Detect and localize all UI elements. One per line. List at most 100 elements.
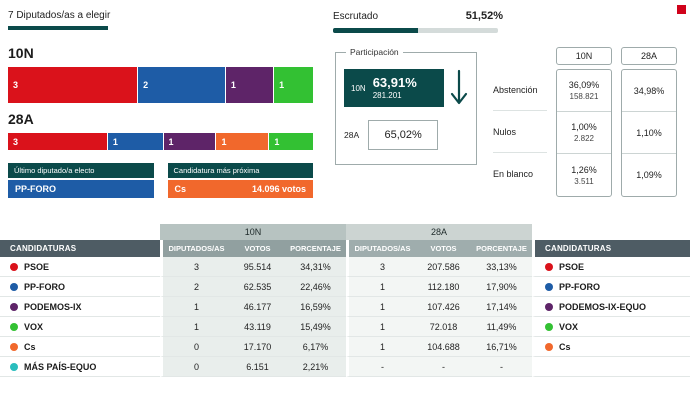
- party-name-left: PODEMOS-IX: [0, 297, 160, 317]
- cell-diputados-28a: 3: [346, 257, 416, 277]
- results-table: 10N 28A CANDIDATURAS DIPUTADOS/AS VOTOS …: [0, 224, 690, 377]
- participation-10n-count: 281.201: [372, 91, 402, 101]
- summary-labels: Abstención Nulos En blanco: [493, 69, 547, 197]
- cell-votos-10n: 95.514: [230, 257, 285, 277]
- column-header-votos-10n: VOTOS: [230, 240, 285, 257]
- main-area: 10N 3 2 1 1 28A 3 1 1 1 1 Último diputad…: [0, 37, 690, 198]
- enblanco-10n-count: 3.511: [574, 176, 594, 186]
- participation-10n-percent: 63,91%: [372, 75, 417, 90]
- cell-porcentaje-28a: 16,71%: [471, 337, 532, 357]
- scrutinized-progress-fill: [333, 28, 418, 33]
- bar-segment-vox: 1: [268, 133, 313, 150]
- party-name-right: PP-FORO: [532, 277, 690, 297]
- segment-seats: 3: [13, 136, 19, 147]
- cell-porcentaje-28a: 33,13%: [471, 257, 532, 277]
- participation-section: Participación 10N 63,91% 281.201 28A: [335, 47, 477, 198]
- summary-values-28a: 34,98% 1,10% 1,09%: [621, 69, 677, 197]
- highlight-tags: Último diputado/a electo PP-FORO Candida…: [8, 163, 313, 198]
- party-color-dot: [545, 282, 553, 291]
- closest-party: Cs: [174, 184, 187, 194]
- cell-diputados-28a: 1: [346, 317, 416, 337]
- summary-label-abstencion: Abstención: [493, 69, 547, 111]
- party-color-dot: [545, 322, 553, 331]
- summary-col-28a: 28A: [621, 47, 677, 65]
- summary-section: 10N 28A Abstención Nulos En blanco 36,09…: [493, 47, 677, 198]
- party-label: PSOE: [559, 261, 585, 272]
- cell-diputados-28a: -: [346, 357, 416, 377]
- scrutinized-percent: 51,52%: [465, 10, 503, 22]
- scrutinized-block: Escrutado 51,52%: [333, 10, 503, 33]
- closest-votes: 14.096 votos: [251, 184, 306, 194]
- cell-porcentaje-10n: 34,31%: [285, 257, 346, 277]
- column-header-porcentaje-10n: PORCENTAJE: [285, 240, 346, 257]
- seat-bar-28a: 3 1 1 1 1: [8, 133, 313, 150]
- cell-diputados-10n: 0: [160, 337, 230, 357]
- party-color-dot: [10, 282, 18, 291]
- enblanco-10n-pct: 1,26%: [571, 164, 597, 175]
- cell-votos-28a: 104.688: [416, 337, 471, 357]
- participation-28a-tag: 28A: [344, 130, 360, 141]
- participation-10n-tag: 10N: [351, 83, 366, 93]
- segment-seats: 2: [143, 80, 149, 90]
- party-color-dot: [10, 362, 18, 371]
- cell-porcentaje-28a: 17,14%: [471, 297, 532, 317]
- cell-diputados-10n: 0: [160, 357, 230, 377]
- cell-votos-10n: 62.535: [230, 277, 285, 297]
- heading-10n: 10N: [8, 45, 34, 61]
- participation-panel: Participación 10N 63,91% 281.201 28A: [335, 47, 477, 166]
- segment-seats: 1: [112, 136, 118, 147]
- segment-seats: 1: [279, 80, 285, 90]
- cell-diputados-10n: 2: [160, 277, 230, 297]
- party-name-right: PODEMOS-IX-EQUO: [532, 297, 690, 317]
- summary-values-10n: 36,09% 158.821 1,00% 2.822 1,26% 3.511: [556, 69, 612, 197]
- closest-candidacy-label: Candidatura más próxima: [167, 163, 313, 178]
- cell-votos-10n: 46.177: [230, 297, 285, 317]
- cell-porcentaje-10n: 15,49%: [285, 317, 346, 337]
- participation-28a-percent: 65,02%: [368, 120, 439, 151]
- group-header-10n: 10N: [160, 224, 346, 240]
- abstencion-28a-pct: 34,98%: [633, 85, 665, 96]
- party-label: PODEMOS-IX: [24, 301, 82, 312]
- column-header-candidaturas-right: CANDIDATURAS: [532, 240, 690, 257]
- cell-votos-28a: -: [416, 357, 471, 377]
- party-color-dot: [10, 342, 18, 351]
- cell-votos-10n: 6.151: [230, 357, 285, 377]
- party-label: VOX: [559, 321, 579, 332]
- nulos-10n-count: 2.822: [573, 134, 595, 143]
- cell-votos-28a: 72.018: [416, 317, 471, 337]
- bar-segment-psoe: 3: [8, 67, 138, 103]
- table-corner-left: [0, 224, 160, 240]
- cell-votos-28a: 207.586: [416, 257, 471, 277]
- closest-candidacy-party-bar: Cs 14.096 votos: [167, 180, 313, 198]
- cell-votos-10n: 17.170: [230, 337, 285, 357]
- cell-porcentaje-28a: -: [471, 357, 532, 377]
- column-header-candidaturas-left: CANDIDATURAS: [0, 240, 160, 257]
- party-color-dot: [545, 363, 553, 371]
- column-header-porcentaje-28a: PORCENTAJE: [471, 240, 532, 257]
- party-name-left: Cs: [0, 337, 160, 357]
- segment-seats: 1: [221, 136, 227, 147]
- enblanco-28a-pct: 1,09%: [636, 170, 662, 180]
- nulos-10n-pct: 1,00%: [571, 122, 597, 132]
- cell-votos-28a: 107.426: [416, 297, 471, 317]
- bar-segment-cs: 1: [215, 133, 269, 150]
- party-name-right: VOX: [532, 317, 690, 337]
- bar-segment-vox: 1: [273, 67, 313, 103]
- brand-badge: [677, 5, 686, 14]
- heading-28a: 28A: [8, 111, 34, 127]
- party-name-right: [532, 357, 690, 377]
- seats-to-elect-block: 7 Diputados/as a elegir: [8, 10, 333, 30]
- party-name-left: PP-FORO: [0, 277, 160, 297]
- accent-underline: [8, 26, 108, 30]
- bar-segment-ppforo: 2: [137, 67, 225, 103]
- summary-col-10n: 10N: [556, 47, 612, 65]
- last-elected-label: Último diputado/a electo: [8, 163, 154, 178]
- cell-porcentaje-28a: 17,90%: [471, 277, 532, 297]
- party-color-dot: [10, 262, 18, 271]
- party-label: MÁS PAÍS-EQUO: [24, 361, 97, 372]
- column-header-diputados-10n: DIPUTADOS/AS: [160, 240, 230, 257]
- topbar: 7 Diputados/as a elegir Escrutado 51,52%: [0, 0, 690, 33]
- cell-diputados-10n: 1: [160, 297, 230, 317]
- cell-porcentaje-10n: 22,46%: [285, 277, 346, 297]
